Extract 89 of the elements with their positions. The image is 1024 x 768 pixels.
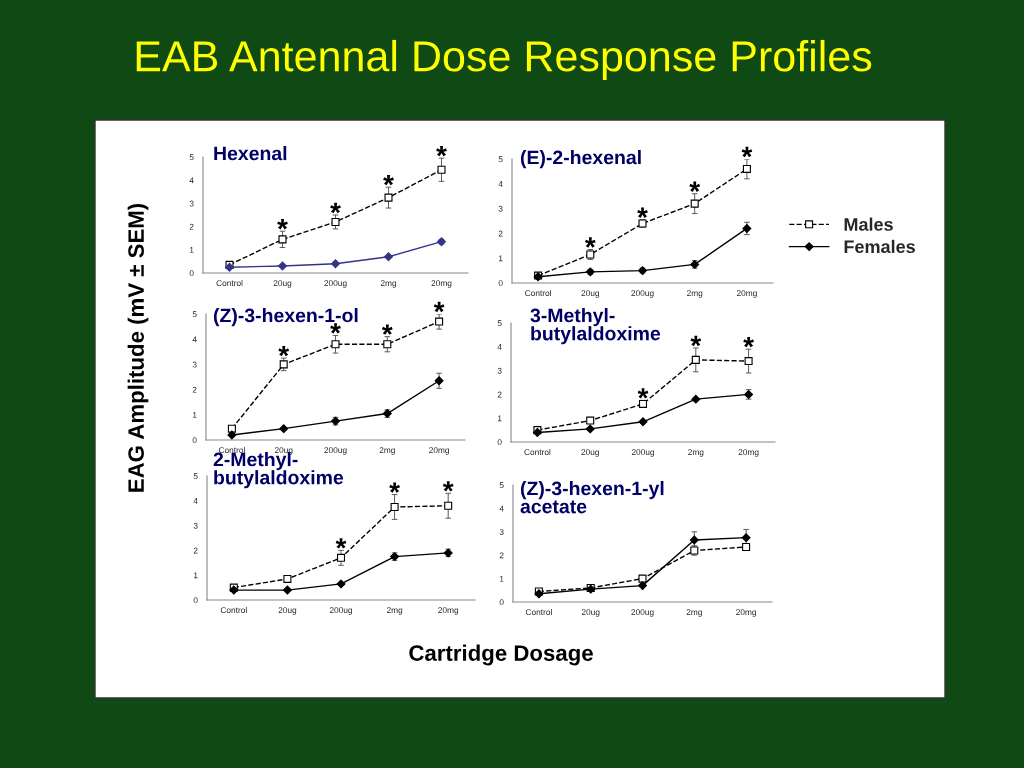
x-tick-label: 2mg [386,607,403,615]
annotation: * [690,335,702,347]
y-tick-label: 5 [192,311,197,318]
y-tick-label: 5 [193,473,198,480]
y-tick-label: 0 [192,437,197,444]
x-tick-label: 2mg [686,609,702,617]
x-tick-label: Control [525,289,551,297]
y-tick-label: 1 [192,412,197,418]
x-tick-label: 200ug [631,290,654,298]
y-tick-label: 3 [497,367,502,374]
y-tick-label: 3 [192,361,197,368]
y-tick-label: 4 [497,344,502,350]
y-tick-label: 4 [499,505,504,512]
y-tick-label: 0 [189,270,194,277]
x-tick-label: 20ug [581,449,599,457]
annotation: * [389,482,400,493]
y-tick-label: 1 [189,247,194,253]
text: Cartridge Dosage [409,644,593,666]
x-tick-label: 20mg [431,280,452,288]
y-tick-label: 3 [193,522,198,529]
x-tick-label: Control [220,606,247,614]
annotation: * [330,202,341,214]
y-tick-label: 4 [189,177,194,184]
y-tick-label: 2 [189,223,194,230]
annotation: * [381,324,393,335]
legend-label: Males [844,217,893,231]
x-tick-label: 20mg [736,290,757,298]
y-tick-label: 5 [498,156,503,163]
legend-label: Females [844,239,915,254]
x-tick-label: 200ug [324,280,347,288]
x-tick-label: 200ug [631,449,655,457]
y-tick-label: 4 [192,336,197,343]
y-tick-label: 5 [499,482,504,489]
y-tick-label: 0 [497,439,502,446]
annotation: * [637,388,649,399]
y-tick-label: 2 [192,386,197,393]
chart-title: 3-Methyl- butylaldoxime [530,308,661,345]
x-tick-label: Control [524,448,551,456]
y-tick-label: 0 [499,599,504,606]
y-tick-label: 2 [498,230,503,237]
annotation: * [277,219,288,230]
chart-title: (Z)-3-hexen-1-yl acetate [520,481,664,514]
annotation: * [436,145,447,157]
y-tick-label: 0 [498,280,503,287]
y-tick-label: 3 [498,205,503,212]
x-tick-label: 20mg [429,447,449,455]
text: EAG Amplitude (mV ± SEM) [127,203,149,492]
x-tick-label: 20mg [736,609,756,617]
y-tick-label: 2 [193,547,198,554]
y-tick-label: 1 [497,415,502,422]
chart-title: (E)-2-hexenal [520,150,641,169]
annotation: * [584,237,596,248]
x-tick-label: 2mg [687,290,703,298]
y-tick-label: 5 [497,320,502,327]
y-tick-label: 1 [193,572,198,579]
x-tick-label: 20ug [581,609,600,617]
y-tick-label: 1 [498,255,503,262]
y-tick-label: 3 [499,529,504,535]
y-tick-label: 5 [189,154,194,161]
annotation: * [743,337,754,348]
x-tick-label: 200ug [329,607,353,615]
annotation: * [442,481,454,492]
x-tick-label: 20ug [273,280,292,288]
x-tick-label: 20ug [581,290,600,298]
annotation: * [278,345,290,357]
x-tick-label: 200ug [631,609,654,617]
x-tick-label: 2mg [379,447,395,455]
x-tick-label: 2mg [380,280,397,288]
y-tick-label: 1 [499,575,504,582]
annotation: * [433,301,445,313]
annotation: * [689,181,701,192]
chart-title: Hexenal [214,146,287,161]
annotation: * [335,538,347,549]
y-tick-label: 4 [498,181,503,187]
annotation: * [637,207,648,218]
x-tick-label: 20mg [438,607,459,615]
x-tick-label: 20ug [278,607,297,615]
y-tick-label: 0 [193,597,198,604]
y-tick-label: 4 [193,498,198,504]
y-tick-label: 2 [499,552,504,559]
x-tick-label: 2mg [688,449,704,457]
x-tick-label: Control [216,279,243,287]
y-tick-label: 3 [189,200,194,207]
x-tick-label: Control [525,608,552,616]
x-tick-label: 20mg [738,449,759,457]
text: EAB Antennal Dose Response Profiles [136,39,872,81]
y-tick-label: 2 [497,391,502,398]
annotation: * [741,146,753,158]
annotation: * [383,174,394,186]
